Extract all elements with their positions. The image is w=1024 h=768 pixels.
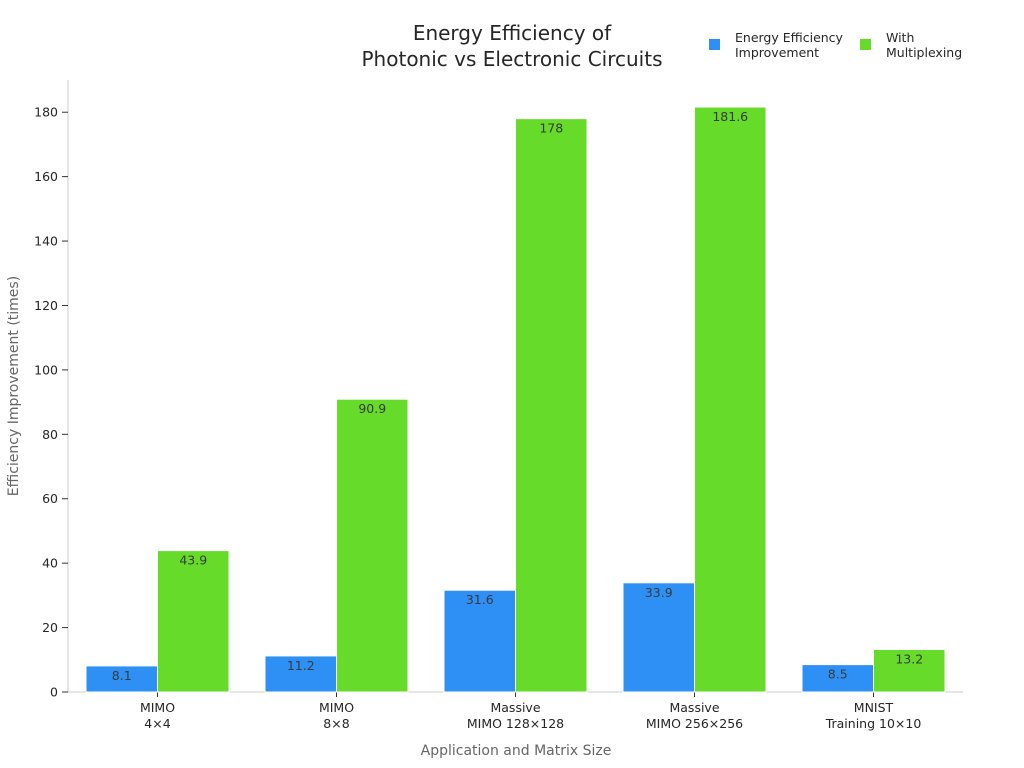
bar-group: 8.1 43.9: [85, 550, 230, 693]
bar-group: 33.9 181.6: [622, 106, 767, 693]
x-tick-label: Massive: [669, 700, 719, 715]
bar-multiplexing: [515, 118, 588, 693]
bar-group: 11.2 90.9: [264, 398, 409, 693]
y-axis-title: Efficiency Improvement (times): [6, 276, 22, 496]
bar-value-label: 8.1: [112, 668, 132, 683]
y-tick-label: 160: [34, 169, 58, 184]
bar-multiplexing: [157, 550, 230, 693]
x-tick-label: MIMO 256×256: [646, 716, 743, 731]
y-tick-label: 60: [42, 491, 58, 506]
y-tick-label: 180: [34, 105, 58, 120]
x-tick-label: 4×4: [144, 716, 170, 731]
x-tick-label: MNIST: [854, 700, 894, 715]
legend-label-multiplexing-line-1: With: [886, 30, 914, 45]
bar-value-label: 8.5: [828, 667, 848, 682]
legend-swatch-energy-efficiency: [709, 39, 720, 50]
legend-label-energy-efficiency-line-2: Improvement: [735, 45, 819, 60]
x-tick-label: MIMO 128×128: [467, 716, 564, 731]
bar-value-label: 11.2: [287, 658, 315, 673]
bar-energy-efficiency: [85, 665, 158, 693]
y-tick-label: 20: [42, 620, 58, 635]
bar-value-label: 43.9: [179, 553, 207, 568]
legend-swatch-multiplexing: [860, 39, 871, 50]
bar-energy-efficiency: [443, 589, 516, 693]
bar-value-label: 33.9: [645, 585, 673, 600]
legend-item-energy-efficiency: Energy Efficiency Improvement: [709, 30, 844, 60]
y-tick-label: 80: [42, 427, 58, 442]
bar-value-label: 178: [539, 121, 563, 136]
legend-label-energy-efficiency-line-1: Energy Efficiency: [735, 30, 844, 45]
bar-value-label: 90.9: [358, 401, 386, 416]
y-axis-ticks: 0 20 40 60 80 100 120 140 160 180: [34, 105, 68, 700]
legend: Energy Efficiency Improvement With Multi…: [709, 30, 962, 60]
chart-title-line-1: Energy Efficiency of: [413, 21, 612, 45]
legend-item-multiplexing: With Multiplexing: [860, 30, 962, 60]
bar-group: 8.5 13.2: [801, 648, 946, 693]
y-tick-label: 100: [34, 362, 58, 377]
bar-value-label: 181.6: [712, 109, 748, 124]
bars: 8.1 43.9 11.2 90.9 31.6 178 33.9 181.6 8.5 13.2: [85, 106, 946, 693]
x-tick-label: MIMO: [140, 700, 175, 715]
bar-multiplexing: [873, 648, 946, 693]
x-axis-title: Application and Matrix Size: [421, 743, 612, 759]
x-tick-label: MIMO: [319, 700, 354, 715]
bar-group: 31.6 178: [443, 118, 588, 693]
y-tick-label: 0: [50, 685, 58, 700]
chart-title: Energy Efficiency of Photonic vs Electro…: [362, 21, 663, 71]
x-tick-label: Training 10×10: [825, 716, 922, 731]
chart-title-line-2: Photonic vs Electronic Circuits: [362, 47, 663, 71]
y-tick-label: 140: [34, 234, 58, 249]
y-tick-label: 40: [42, 556, 58, 571]
bar-value-label: 13.2: [895, 651, 923, 666]
x-tick-label: 8×8: [323, 716, 349, 731]
y-tick-label: 120: [34, 298, 58, 313]
bar-multiplexing: [336, 398, 409, 693]
bar-value-label: 31.6: [466, 592, 494, 607]
y-axis: 0 20 40 60 80 100 120 140 160 180 Efficiency Impr…: [6, 80, 69, 700]
bar-multiplexing: [694, 106, 767, 693]
legend-label-multiplexing-line-2: Multiplexing: [886, 45, 962, 60]
x-tick-label: Massive: [490, 700, 540, 715]
